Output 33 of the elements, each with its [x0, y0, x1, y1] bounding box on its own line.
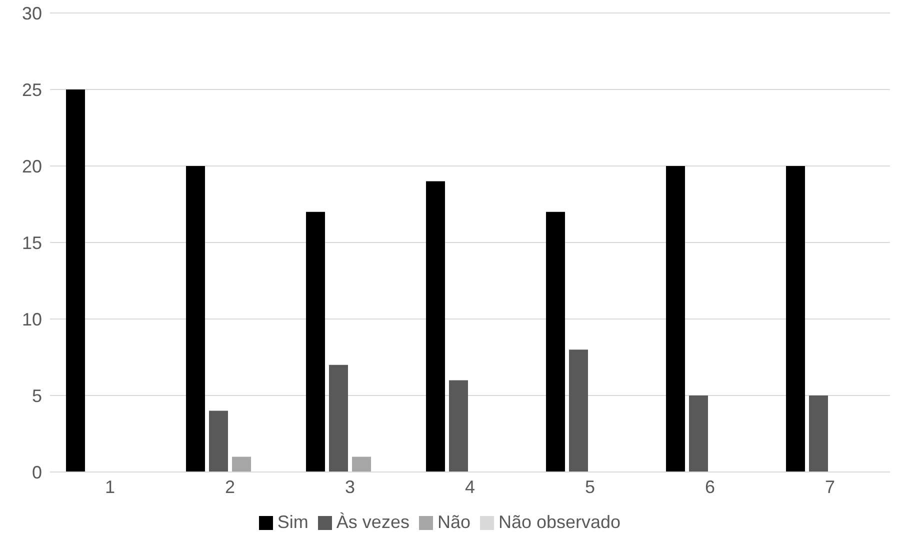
x-tick-label: 4	[464, 476, 476, 497]
bar	[546, 212, 565, 472]
x-tick-label: 7	[824, 476, 836, 497]
y-tick-label: 0	[32, 462, 42, 482]
x-tick-label: 5	[584, 476, 596, 497]
y-tick-label: 15	[22, 232, 42, 253]
x-tick-label: 6	[704, 476, 716, 497]
bar	[186, 166, 205, 472]
bar	[809, 396, 828, 472]
x-tick-label: 3	[344, 476, 356, 497]
y-tick-label: 20	[22, 156, 42, 176]
y-tick-label: 25	[22, 80, 42, 100]
bar	[426, 181, 445, 472]
bar	[689, 396, 708, 472]
legend-label: Sim	[277, 512, 308, 532]
bar	[569, 350, 588, 472]
bar	[232, 456, 251, 472]
y-tick-label: 5	[32, 386, 42, 406]
legend-label: Não	[437, 512, 470, 532]
bar	[306, 212, 325, 472]
bar	[329, 364, 348, 472]
bar	[352, 456, 371, 472]
y-tick-label: 10	[22, 309, 42, 330]
bar	[66, 90, 85, 472]
x-tick-label: 1	[104, 476, 116, 497]
bar	[666, 166, 685, 472]
x-tick-label: 2	[224, 476, 236, 497]
bar	[449, 380, 468, 472]
legend-label: Às vezes	[336, 512, 410, 532]
y-tick-label: 30	[22, 3, 42, 24]
bar	[786, 166, 805, 472]
legend-label: Não observado	[498, 512, 621, 532]
bar	[209, 410, 228, 472]
